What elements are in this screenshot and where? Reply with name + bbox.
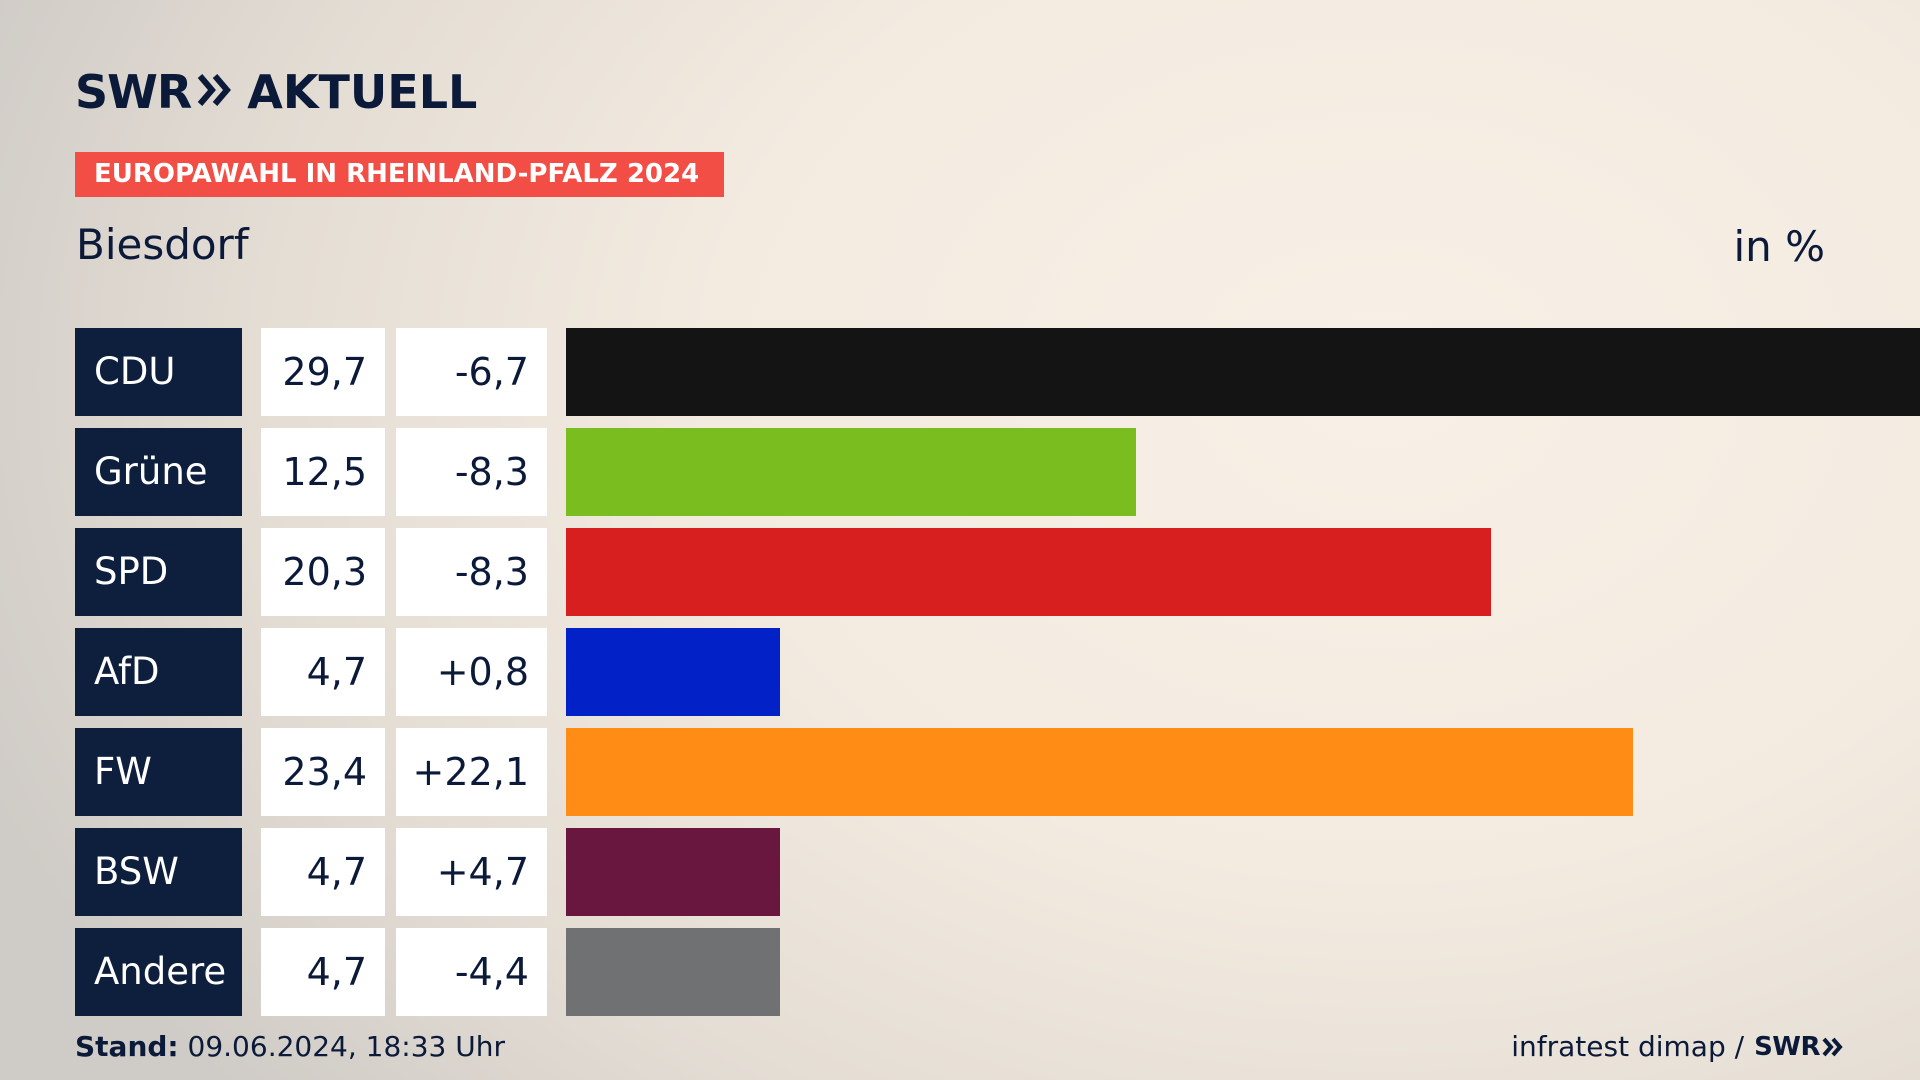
party-label: Andere (75, 928, 242, 1016)
party-label: CDU (75, 328, 242, 416)
vote-change-value: -8,3 (396, 428, 547, 516)
vote-share-value: 29,7 (261, 328, 385, 416)
timestamp: Stand: 09.06.2024, 18:33 Uhr (75, 1030, 505, 1063)
bar-andere (566, 928, 780, 1016)
party-label: BSW (75, 828, 242, 916)
vote-share-value: 4,7 (261, 828, 385, 916)
unit-label: in % (1733, 222, 1825, 271)
swr-aktuell-logo: SWR AKTUELL (75, 62, 477, 122)
place-title: Biesdorf (76, 220, 249, 269)
logo-swr-text: SWR (75, 65, 192, 119)
bar-cdu (566, 328, 1920, 416)
vote-share-value: 23,4 (261, 728, 385, 816)
party-label: AfD (75, 628, 242, 716)
party-label: SPD (75, 528, 242, 616)
vote-share-value: 20,3 (261, 528, 385, 616)
bar-afd (566, 628, 780, 716)
source-text: infratest dimap / (1511, 1030, 1745, 1063)
double-chevron-icon (197, 73, 233, 111)
logo-aktuell-text: AKTUELL (247, 65, 478, 119)
party-label: FW (75, 728, 242, 816)
vote-change-value: +0,8 (396, 628, 547, 716)
vote-change-value: +4,7 (396, 828, 547, 916)
bar-gr-ne (566, 428, 1136, 516)
bar-bsw (566, 828, 780, 916)
party-label: Grüne (75, 428, 242, 516)
bar-fw (566, 728, 1633, 816)
stand-value: 09.06.2024, 18:33 Uhr (187, 1030, 505, 1063)
vote-share-value: 4,7 (261, 628, 385, 716)
election-banner: EUROPAWAHL IN RHEINLAND-PFALZ 2024 (75, 152, 724, 197)
source-credit: infratest dimap / SWR (1511, 1030, 1844, 1063)
vote-change-value: -6,7 (396, 328, 547, 416)
vote-change-value: -4,4 (396, 928, 547, 1016)
stand-label: Stand: (75, 1030, 179, 1063)
vote-share-value: 12,5 (261, 428, 385, 516)
vote-change-value: +22,1 (396, 728, 547, 816)
vote-change-value: -8,3 (396, 528, 547, 616)
source-swr-brand: SWR (1754, 1031, 1820, 1062)
small-double-chevron-icon (1822, 1037, 1844, 1057)
vote-share-value: 4,7 (261, 928, 385, 1016)
bar-spd (566, 528, 1491, 616)
